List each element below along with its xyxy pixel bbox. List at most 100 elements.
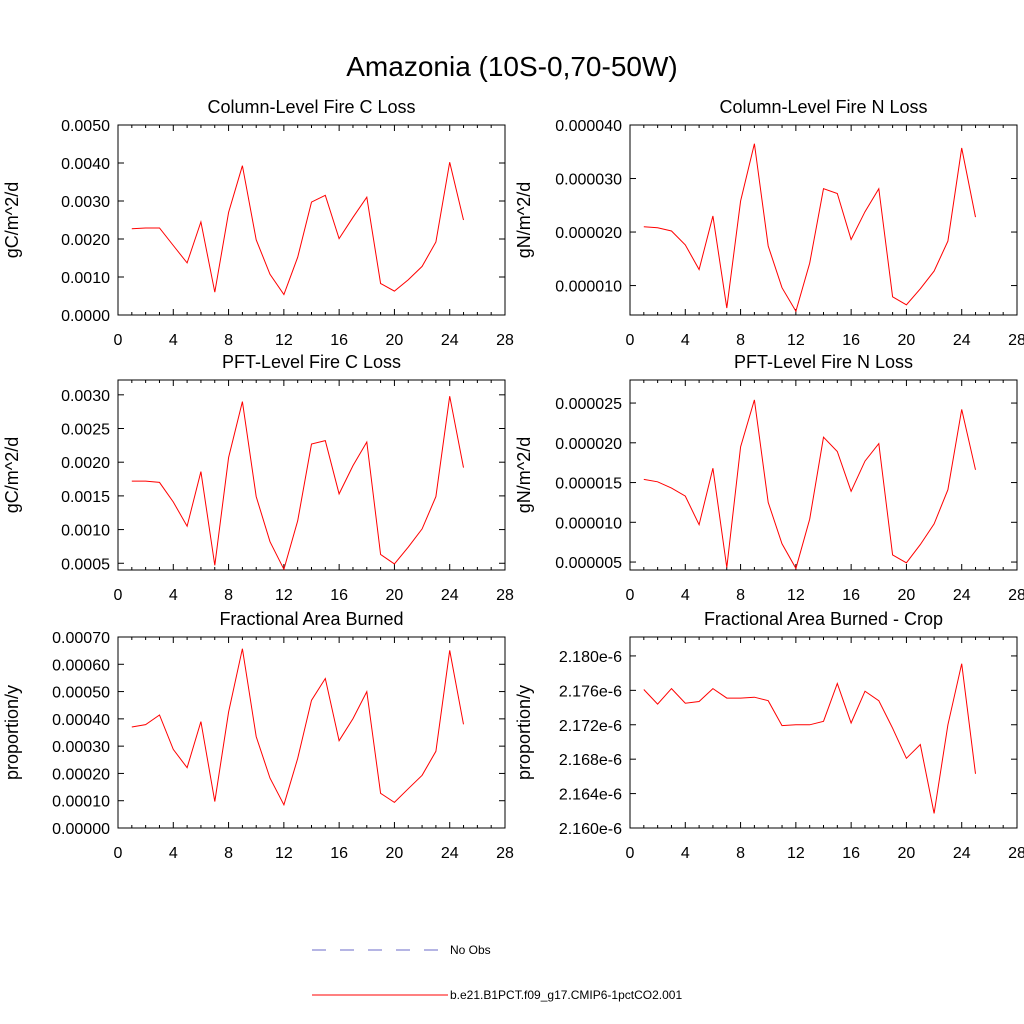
x-tick-label: 16 [330, 332, 348, 349]
x-tick-label: 20 [898, 587, 916, 604]
panel-title: Fractional Area Burned [219, 609, 403, 629]
series-line [131, 396, 464, 571]
x-tick-label: 20 [898, 332, 916, 349]
y-tick-label: 0.00040 [52, 712, 110, 729]
plot-frame [117, 379, 506, 571]
x-tick-label: 8 [224, 332, 233, 349]
x-tick-label: 28 [1008, 587, 1024, 604]
x-tick-label: 0 [626, 587, 635, 604]
x-tick-label: 24 [953, 587, 971, 604]
y-tick-label: 2.164e-6 [559, 787, 622, 804]
panel-title: Column-Level Fire N Loss [719, 97, 927, 117]
x-tick-label: 24 [441, 587, 459, 604]
y-tick-label: 0.00030 [52, 739, 110, 756]
x-tick-label: 20 [386, 332, 404, 349]
x-tick-label: 12 [787, 845, 805, 862]
x-tick-label: 0 [114, 845, 123, 862]
y-tick-label: 0.00070 [52, 630, 110, 647]
y-tick-label: 0.0015 [61, 489, 110, 506]
y-tick-label: 0.0030 [61, 388, 110, 405]
y-tick-label: 0.0005 [61, 556, 110, 573]
x-tick-label: 0 [626, 845, 635, 862]
y-axis-label: gN/m^2/d [514, 437, 534, 513]
y-tick-label: 0.0020 [61, 232, 110, 249]
y-tick-label: 0.000030 [555, 172, 622, 189]
x-tick-label: 24 [441, 845, 459, 862]
y-tick-label: 0.00060 [52, 657, 110, 674]
chart-panel-3: 0 4 8 12 16 20 24 28 0.0005 0.0010 0.0015 0.0020 0.0… [2, 352, 514, 604]
x-tick-label: 0 [114, 587, 123, 604]
y-tick-label: 0.0010 [61, 523, 110, 540]
y-tick-label: 0.0010 [61, 270, 110, 287]
plot-frame [117, 124, 506, 316]
x-tick-label: 16 [842, 587, 860, 604]
series-line [643, 663, 976, 814]
panels-group: 0 4 8 12 16 20 24 28 0.0000 0.0010 0.0020 0.0030 0.0… [2, 97, 1024, 862]
plot-frame [117, 636, 506, 829]
x-tick-label: 12 [275, 587, 293, 604]
y-tick-label: 0.000010 [555, 515, 622, 532]
y-tick-label: 0.000020 [555, 225, 622, 242]
y-tick-label: 2.160e-6 [559, 821, 622, 838]
x-tick-label: 28 [496, 587, 514, 604]
panel-title: PFT-Level Fire N Loss [734, 352, 913, 372]
legend-label-model: b.e21.B1PCT.f09_g17.CMIP6-1pctCO2.001 [450, 988, 682, 1002]
x-tick-label: 12 [787, 587, 805, 604]
series-line [643, 143, 976, 313]
x-tick-label: 16 [842, 332, 860, 349]
x-tick-label: 12 [787, 332, 805, 349]
y-tick-label: 0.00020 [52, 766, 110, 783]
x-tick-label: 12 [275, 845, 293, 862]
series-line [131, 648, 464, 807]
x-tick-label: 16 [842, 845, 860, 862]
series-line [131, 162, 464, 296]
y-axis-label: proportion/y [2, 685, 22, 780]
y-tick-label: 0.0025 [61, 422, 110, 439]
y-axis-label: gN/m^2/d [514, 182, 534, 258]
x-tick-label: 0 [626, 332, 635, 349]
figure-title: Amazonia (10S-0,70-50W) [346, 51, 677, 82]
series-line [643, 399, 976, 570]
x-tick-label: 4 [169, 845, 178, 862]
plot-frame [629, 636, 1018, 829]
x-tick-label: 20 [898, 845, 916, 862]
y-tick-label: 2.172e-6 [559, 718, 622, 735]
x-tick-label: 8 [224, 845, 233, 862]
x-tick-label: 24 [441, 332, 459, 349]
y-tick-label: 0.0000 [61, 308, 110, 325]
x-tick-label: 8 [736, 845, 745, 862]
y-tick-label: 0.000020 [555, 436, 622, 453]
y-axis-label: proportion/y [514, 685, 534, 780]
x-tick-label: 4 [681, 587, 690, 604]
chart-panel-1: 0 4 8 12 16 20 24 28 0.0000 0.0010 0.0020 0.0030 0.0… [2, 97, 514, 349]
panel-title: Column-Level Fire C Loss [207, 97, 415, 117]
x-tick-label: 16 [330, 587, 348, 604]
y-tick-label: 0.000015 [555, 476, 622, 493]
x-tick-label: 4 [169, 587, 178, 604]
panel-title: Fractional Area Burned - Crop [704, 609, 943, 629]
y-tick-label: 2.180e-6 [559, 649, 622, 666]
legend: No Obs b.e21.B1PCT.f09_g17.CMIP6-1pctCO2… [312, 943, 682, 1002]
panel-title: PFT-Level Fire C Loss [222, 352, 401, 372]
chart-panel-6: 0 4 8 12 16 20 24 28 2.160e-6 2.164e-6 2.168e-6 2.1… [514, 609, 1024, 862]
x-tick-label: 8 [224, 587, 233, 604]
y-tick-label: 0.000010 [555, 279, 622, 296]
y-tick-label: 2.176e-6 [559, 683, 622, 700]
y-tick-label: 0.00000 [52, 821, 110, 838]
x-tick-label: 4 [681, 332, 690, 349]
x-tick-label: 20 [386, 845, 404, 862]
y-tick-label: 0.0020 [61, 455, 110, 472]
x-tick-label: 16 [330, 845, 348, 862]
x-tick-label: 28 [496, 332, 514, 349]
y-tick-label: 0.000040 [555, 118, 622, 135]
y-axis-label: gC/m^2/d [2, 182, 22, 258]
x-tick-label: 12 [275, 332, 293, 349]
y-tick-label: 0.000025 [555, 396, 622, 413]
y-tick-label: 0.0030 [61, 194, 110, 211]
y-tick-label: 0.0050 [61, 118, 110, 135]
chart-panel-5: 0 4 8 12 16 20 24 28 0.00000 0.00010 0.00020 0.0003… [2, 609, 514, 862]
x-tick-label: 8 [736, 332, 745, 349]
x-tick-label: 24 [953, 845, 971, 862]
x-tick-label: 24 [953, 332, 971, 349]
